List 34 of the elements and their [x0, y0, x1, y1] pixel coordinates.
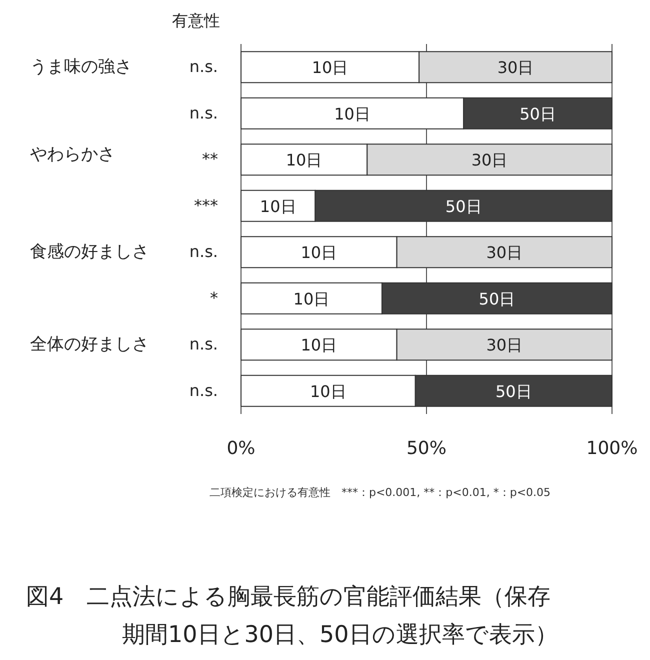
y-tick-label: n.s.	[189, 242, 218, 262]
series-label: 30日	[497, 58, 534, 78]
text: 50日	[445, 196, 482, 216]
text: 全体の好ましさ	[30, 334, 149, 355]
y-tick-label: **	[202, 150, 218, 169]
text: 30日	[486, 243, 523, 262]
text: 30日	[486, 336, 523, 355]
text: 10日	[293, 289, 330, 308]
y-tick-label: n.s.	[189, 57, 218, 76]
text: 10日	[310, 382, 346, 401]
series-label: 50日	[520, 104, 556, 124]
text: 食感の好ましさ	[30, 242, 149, 262]
y-tick-label: n.s.	[189, 103, 218, 122]
text: 50日	[496, 382, 532, 401]
x-tick-label: 0%	[226, 438, 256, 459]
text: うま味の強さ	[30, 57, 132, 78]
series-label: 10日	[312, 58, 348, 78]
x-tick-label: 50%	[406, 438, 447, 459]
y-tick-label: n.s.	[189, 380, 218, 400]
text: 10日	[286, 150, 322, 170]
y-axis-title: 有意性	[172, 11, 220, 30]
y-tick-label: ***	[194, 196, 218, 215]
text: 10日	[334, 104, 370, 124]
y-tick-label: n.s.	[189, 334, 218, 354]
text: 50日	[478, 289, 516, 308]
x-tick-label: 100%	[586, 438, 638, 459]
text: 二項検定における有意性 ***：p<0.001, **：p<0.01, *：p<0.05	[209, 486, 551, 499]
text: 図4 二点法による胸最長筋の官能評価結果（保存期間10日と30日、50日の選択率で表示）	[26, 584, 558, 648]
text: やわらかさ	[30, 144, 115, 165]
text: 10日	[260, 196, 296, 216]
text: 10日	[300, 243, 338, 262]
y-tick-label: *	[210, 288, 218, 308]
text: 30日	[471, 150, 508, 170]
text: 10日	[300, 336, 338, 355]
